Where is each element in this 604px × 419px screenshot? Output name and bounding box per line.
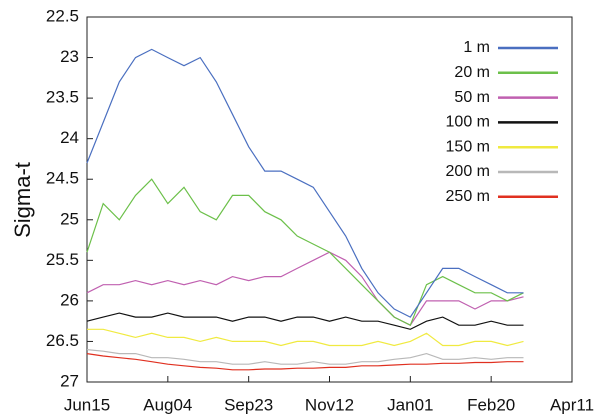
y-tick-label: 26.5 bbox=[46, 331, 79, 350]
y-tick-label: 24.5 bbox=[46, 169, 79, 188]
series-line bbox=[86, 48, 524, 318]
x-tick-label: Nov12 bbox=[305, 395, 354, 414]
series-line bbox=[86, 312, 524, 330]
x-tick-label: Feb20 bbox=[467, 395, 515, 414]
legend-label: 150 m bbox=[446, 138, 490, 155]
x-tick-label: Jan01 bbox=[387, 395, 433, 414]
series-line bbox=[86, 349, 524, 365]
y-axis-label: Sigma-t bbox=[10, 162, 35, 238]
legend-label: 50 m bbox=[454, 89, 490, 106]
x-tick-label: Sep23 bbox=[224, 395, 273, 414]
x-tick-label: Apr11 bbox=[550, 395, 594, 414]
y-tick-label: 26 bbox=[60, 290, 79, 309]
x-tick-label: Jun15 bbox=[64, 395, 110, 414]
y-tick-label: 23 bbox=[60, 47, 79, 66]
series-line bbox=[86, 178, 524, 327]
y-tick-label: 24 bbox=[60, 128, 79, 147]
legend-label: 250 m bbox=[446, 188, 490, 205]
x-tick-label: Aug04 bbox=[143, 395, 192, 414]
legend-label: 200 m bbox=[446, 163, 490, 180]
y-tick-label: 22.5 bbox=[46, 6, 79, 25]
legend-label: 1 m bbox=[463, 39, 490, 56]
series-line bbox=[87, 328, 524, 347]
series-line bbox=[86, 353, 524, 371]
legend-label: 20 m bbox=[454, 64, 490, 81]
y-tick-label: 25 bbox=[60, 209, 79, 228]
y-tick-label: 23.5 bbox=[46, 88, 79, 107]
y-tick-label: 25.5 bbox=[46, 250, 79, 269]
y-tick-label: 27 bbox=[60, 371, 79, 390]
series-line bbox=[86, 251, 524, 326]
legend-label: 100 m bbox=[446, 114, 490, 131]
